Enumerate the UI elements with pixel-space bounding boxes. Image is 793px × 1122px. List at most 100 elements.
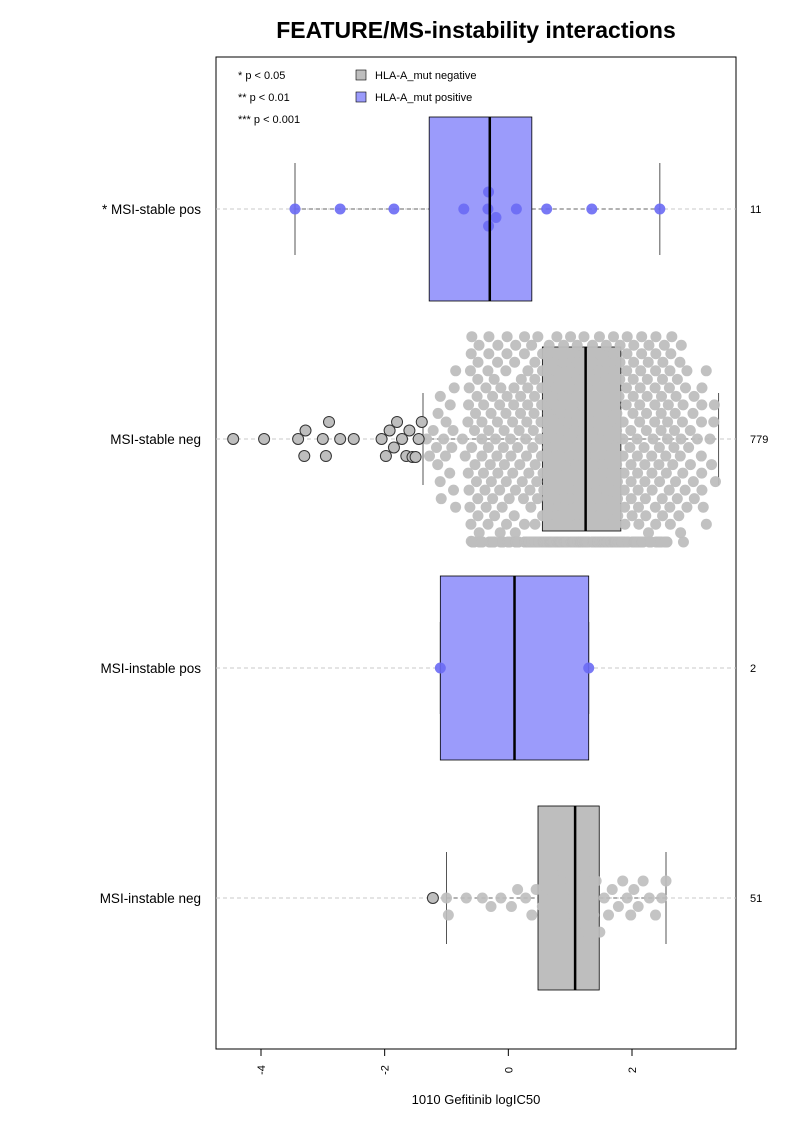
data-point-1-743 bbox=[695, 450, 707, 462]
data-point-1-700 bbox=[660, 467, 672, 479]
data-point-1-69 bbox=[483, 331, 495, 343]
outlier-point-1-0 bbox=[227, 433, 240, 445]
data-point-1-509 bbox=[600, 339, 612, 351]
data-point-1-715 bbox=[668, 424, 680, 436]
data-point-1-20 bbox=[457, 433, 469, 445]
data-point-1-56 bbox=[476, 416, 488, 428]
data-point-1-55 bbox=[476, 450, 488, 462]
data-point-1-94 bbox=[494, 399, 506, 411]
data-point-1-641 bbox=[635, 365, 647, 377]
data-point-1-572 bbox=[614, 339, 626, 351]
data-point-1-357 bbox=[564, 348, 576, 360]
data-point-1-149 bbox=[518, 348, 530, 360]
data-point-3-7 bbox=[512, 883, 524, 895]
data-point-1-147 bbox=[517, 493, 529, 505]
data-point-1-329 bbox=[557, 356, 569, 368]
data-point-1-583 bbox=[617, 450, 629, 462]
data-point-3-35 bbox=[590, 875, 602, 887]
data-point-1-506 bbox=[600, 373, 612, 385]
data-point-3-33 bbox=[584, 892, 596, 904]
data-point-3-1 bbox=[442, 909, 454, 921]
outlier-point-1-1 bbox=[258, 433, 271, 445]
data-point-1-453 bbox=[586, 356, 598, 368]
data-point-3-4 bbox=[485, 901, 497, 913]
data-point-1-205 bbox=[535, 416, 547, 428]
data-point-1-728 bbox=[677, 467, 689, 479]
data-point-1-14 bbox=[446, 442, 458, 454]
data-point-1-319 bbox=[556, 442, 568, 454]
data-point-1-741 bbox=[688, 493, 700, 505]
data-point-1-632 bbox=[632, 467, 644, 479]
data-point-1-651 bbox=[639, 459, 651, 471]
data-point-1-654 bbox=[640, 510, 652, 522]
outlier-point-1-9 bbox=[347, 433, 360, 445]
count-label-2: 2 bbox=[750, 663, 756, 675]
data-point-1-716 bbox=[669, 407, 681, 419]
data-point-1-635 bbox=[633, 518, 645, 530]
data-point-1-721 bbox=[673, 510, 685, 522]
data-point-1-93 bbox=[492, 339, 504, 351]
data-point-1-2 bbox=[427, 424, 439, 436]
data-point-1-23 bbox=[462, 467, 474, 479]
outlier-point-1-14 bbox=[391, 415, 404, 428]
count-label-3: 51 bbox=[750, 893, 762, 905]
data-point-1-655 bbox=[640, 424, 652, 436]
data-point-3-17 bbox=[557, 866, 569, 878]
data-point-1-735 bbox=[683, 442, 695, 454]
data-point-1-725 bbox=[675, 433, 687, 445]
data-point-1-559 bbox=[611, 407, 623, 419]
data-point-1-18 bbox=[450, 501, 462, 513]
data-point-1-420 bbox=[577, 382, 589, 394]
significance-legend-1: ** p < 0.01 bbox=[238, 92, 290, 104]
data-point-1-348 bbox=[562, 433, 574, 445]
data-point-1-518 bbox=[602, 433, 614, 445]
data-point-1-466 bbox=[589, 450, 601, 462]
data-point-1-121 bbox=[507, 416, 519, 428]
outlier-point-1-5 bbox=[316, 433, 329, 445]
data-point-1-86 bbox=[488, 373, 500, 385]
data-point-1-358 bbox=[565, 331, 577, 343]
data-point-3-48 bbox=[649, 909, 661, 921]
data-point-1-535 bbox=[607, 331, 619, 343]
data-point-1-123 bbox=[508, 399, 520, 411]
data-point-1-162 bbox=[521, 416, 533, 428]
data-point-1-465 bbox=[589, 433, 601, 445]
data-point-1-291 bbox=[551, 331, 563, 343]
data-point-1-652 bbox=[639, 476, 651, 488]
data-point-3-12 bbox=[538, 875, 550, 887]
data-point-1-656 bbox=[641, 407, 653, 419]
data-point-3-44 bbox=[628, 883, 640, 895]
data-point-1-480 bbox=[593, 510, 605, 522]
outlier-point-1-21 bbox=[415, 415, 428, 428]
outlier-point-1-13 bbox=[387, 441, 400, 454]
data-point-1-6 bbox=[434, 476, 446, 488]
data-point-1-33 bbox=[466, 331, 478, 343]
data-point-1-677 bbox=[650, 348, 662, 360]
data-point-1-557 bbox=[611, 424, 623, 436]
data-point-1-46 bbox=[472, 493, 484, 505]
data-point-1-30 bbox=[465, 348, 477, 360]
data-point-1-65 bbox=[482, 518, 494, 530]
data-point-1-660 bbox=[642, 527, 654, 539]
data-point-1-54 bbox=[476, 433, 488, 445]
data-point-3-5 bbox=[495, 892, 507, 904]
data-point-1-127 bbox=[509, 527, 521, 539]
data-point-1-195 bbox=[531, 476, 543, 488]
data-point-1-722 bbox=[674, 356, 686, 368]
data-point-0-9 bbox=[541, 203, 553, 215]
data-point-1-109 bbox=[500, 476, 512, 488]
data-point-1-386 bbox=[571, 501, 583, 513]
data-point-1-126 bbox=[509, 356, 521, 368]
data-point-1-164 bbox=[522, 382, 534, 394]
data-point-1-50 bbox=[473, 339, 485, 351]
data-point-1-315 bbox=[555, 407, 567, 419]
data-point-0-11 bbox=[654, 203, 666, 215]
data-point-1-422 bbox=[578, 365, 590, 377]
data-point-1-729 bbox=[677, 399, 689, 411]
data-point-3-14 bbox=[546, 892, 558, 904]
data-point-1-106 bbox=[498, 459, 510, 471]
data-point-1-184 bbox=[527, 424, 539, 436]
data-point-1-682 bbox=[653, 459, 665, 471]
data-point-1-546 bbox=[609, 442, 621, 454]
data-point-1-713 bbox=[667, 459, 679, 471]
